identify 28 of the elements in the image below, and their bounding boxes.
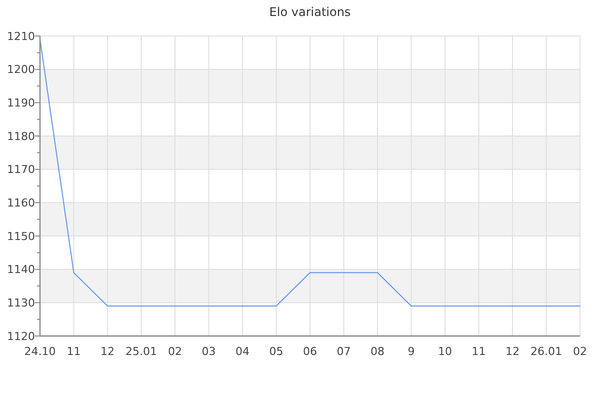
x-tick-label: 12	[100, 344, 114, 358]
y-tick-label: 1130	[7, 296, 35, 310]
y-tick-label: 1200	[7, 63, 35, 76]
x-tick-label: 07	[336, 344, 351, 358]
x-tick-label: 26.01	[530, 344, 562, 358]
y-tick-label: 1150	[7, 230, 35, 243]
x-tick-label: 03	[202, 344, 216, 358]
x-tick-label: 02	[168, 344, 182, 358]
y-tick-label: 1160	[7, 196, 35, 210]
x-tick-label: 25.01	[126, 344, 157, 358]
x-tick-label: 04	[236, 344, 250, 358]
x-tick-label: 06	[303, 344, 317, 358]
x-tick-label: 08	[370, 344, 384, 358]
y-tick-label: 1190	[7, 96, 35, 110]
y-tick-label: 1170	[7, 163, 35, 176]
y-tick-label: 1210	[7, 30, 35, 43]
x-tick-label: 02	[573, 344, 587, 358]
x-tick-label: 10	[438, 344, 452, 358]
x-tick-label: 24.10	[24, 344, 56, 358]
y-tick-label: 1180	[7, 130, 35, 143]
x-tick-label: 12	[506, 344, 520, 358]
x-tick-label: 05	[269, 344, 284, 358]
y-tick-label: 1140	[7, 263, 35, 276]
x-tick-label: 9	[408, 344, 415, 358]
y-tick-label: 1120	[7, 330, 35, 343]
chart-title: Elo variations	[269, 5, 351, 19]
x-tick-label: 11	[472, 344, 486, 358]
x-tick-label: 11	[66, 344, 81, 358]
